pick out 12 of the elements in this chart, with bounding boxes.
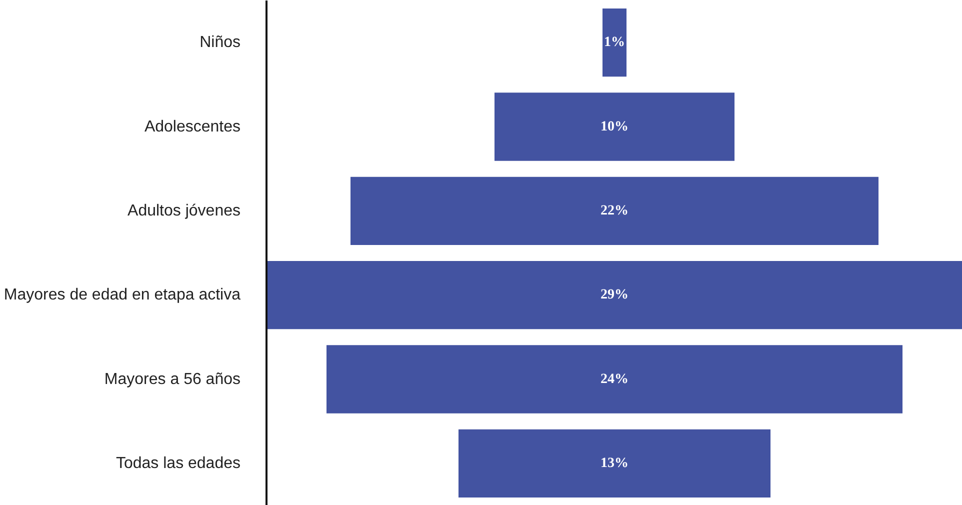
data-label: 29% — [600, 288, 628, 303]
data-label: 22% — [600, 203, 628, 218]
category-label: Adolescentes — [144, 118, 240, 136]
category-label: Todas las edades — [116, 454, 240, 472]
category-label: Niños — [200, 34, 240, 52]
data-label: 13% — [600, 456, 628, 471]
category-label: Adultos jóvenes — [128, 202, 241, 220]
data-label: 10% — [600, 119, 628, 134]
data-label: 1% — [604, 35, 625, 50]
category-label: Mayores de edad en etapa activa — [4, 286, 241, 304]
category-label: Mayores a 56 años — [104, 370, 240, 388]
data-label: 24% — [600, 372, 628, 387]
